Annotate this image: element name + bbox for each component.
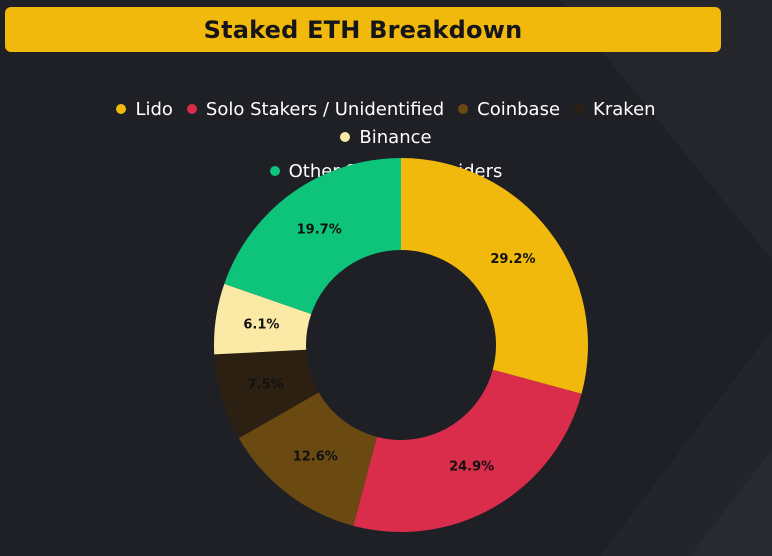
legend-label: Binance (359, 126, 432, 148)
donut-slice[interactable] (238, 392, 377, 526)
donut-slice[interactable] (353, 369, 582, 532)
legend-swatch (116, 104, 127, 114)
donut-slice[interactable] (401, 158, 588, 394)
slice-label: 6.1% (243, 318, 279, 333)
donut-slice[interactable] (214, 283, 312, 355)
legend-swatch (340, 132, 351, 142)
legend-label: Kraken (593, 98, 656, 120)
donut-slice[interactable] (224, 158, 401, 314)
legend-item[interactable]: Lido (116, 98, 173, 120)
slice-label: 19.7% (297, 223, 342, 238)
chart-title: Staked ETH Breakdown (203, 15, 523, 44)
legend-item[interactable]: Coinbase (458, 98, 560, 120)
legend-label: Lido (135, 98, 173, 120)
donut-slice[interactable] (214, 349, 319, 439)
slice-label: 29.2% (490, 252, 535, 267)
legend-swatch (574, 104, 585, 114)
legend-swatch (269, 166, 280, 176)
slice-label: 24.9% (449, 460, 494, 475)
legend-item[interactable]: Solo Stakers / Unidentified (186, 98, 445, 120)
legend-swatch (186, 104, 197, 114)
legend-item[interactable]: Kraken (574, 98, 656, 120)
title-bar: Staked ETH Breakdown (5, 7, 721, 52)
slice-label: 12.6% (293, 449, 338, 464)
legend-item[interactable]: Binance (340, 126, 432, 148)
legend-swatch (458, 104, 469, 114)
legend-label: Coinbase (477, 98, 561, 120)
slice-label: 7.5% (248, 377, 284, 392)
legend-label: Solo Stakers / Unidentified (205, 98, 445, 120)
